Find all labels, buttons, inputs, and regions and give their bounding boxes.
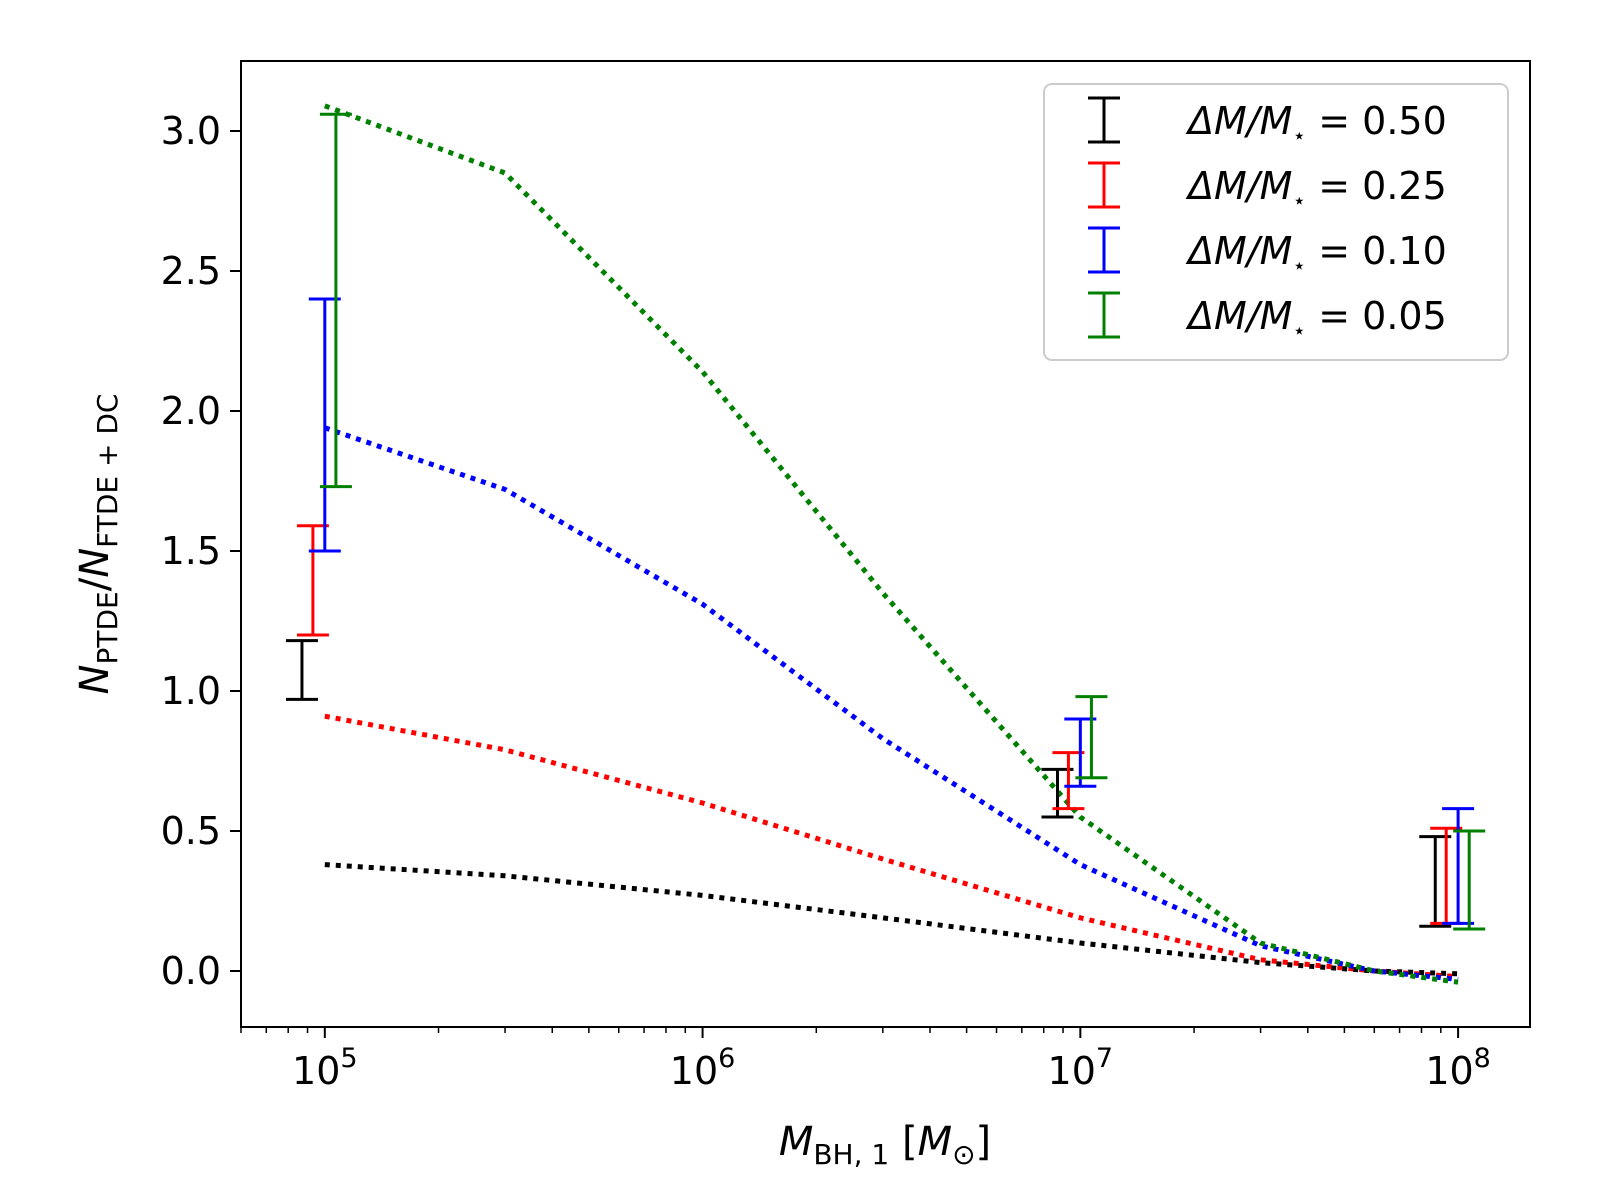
errorbar — [1453, 829, 1486, 931]
y-tick-label: 2.5 — [161, 249, 221, 293]
series-line — [324, 713, 1459, 980]
legend-label: ΔM/M⋆ = 0.10 — [1185, 229, 1447, 279]
legend-marker — [1088, 96, 1120, 144]
legend-label: ΔM/M⋆ = 0.50 — [1185, 99, 1447, 149]
errorbar — [285, 639, 318, 701]
x-tick-label: 108 — [1425, 1043, 1491, 1093]
x-tick-label: 105 — [292, 1043, 358, 1093]
y-axis-label: NPTDE/NFTDE + DC — [72, 394, 124, 695]
y-tick-label: 2.0 — [161, 389, 221, 433]
legend-marker — [1088, 161, 1120, 209]
errorbar — [319, 112, 352, 489]
y-tick-label: 1.5 — [161, 529, 221, 573]
errorbar — [1075, 695, 1108, 780]
plot-area — [285, 103, 1486, 985]
y-tick-label: 3.0 — [161, 109, 221, 153]
legend-label: ΔM/M⋆ = 0.05 — [1185, 294, 1447, 344]
x-axis: 105 106 107 108 — [292, 1027, 1491, 1093]
legend-marker — [1088, 226, 1120, 274]
legend: ΔM/M⋆ = 0.50 ΔM/M⋆ = 0.25 ΔM/M⋆ = 0.10 ΔM/M… — [1043, 83, 1509, 361]
series-line — [323, 425, 1459, 982]
y-tick-label: 0.5 — [161, 809, 221, 853]
legend-marker — [1088, 291, 1120, 339]
y-tick-label: 0.0 — [161, 949, 221, 993]
y-tick-label: 1.0 — [161, 669, 221, 713]
legend-label: ΔM/M⋆ = 0.25 — [1185, 164, 1447, 214]
x-tick-label: 106 — [670, 1043, 736, 1093]
x-axis-label: MBH, 1 [M⊙] — [779, 1119, 991, 1171]
series-line — [324, 862, 1459, 977]
y-axis: 0.0 0.5 1.0 1.5 2.0 2.5 3.0 — [161, 109, 241, 993]
x-tick-label: 107 — [1048, 1043, 1114, 1093]
axes-frame — [240, 60, 1531, 1028]
legend-frame — [1043, 83, 1509, 361]
x-minor-ticks — [240, 1027, 1442, 1033]
